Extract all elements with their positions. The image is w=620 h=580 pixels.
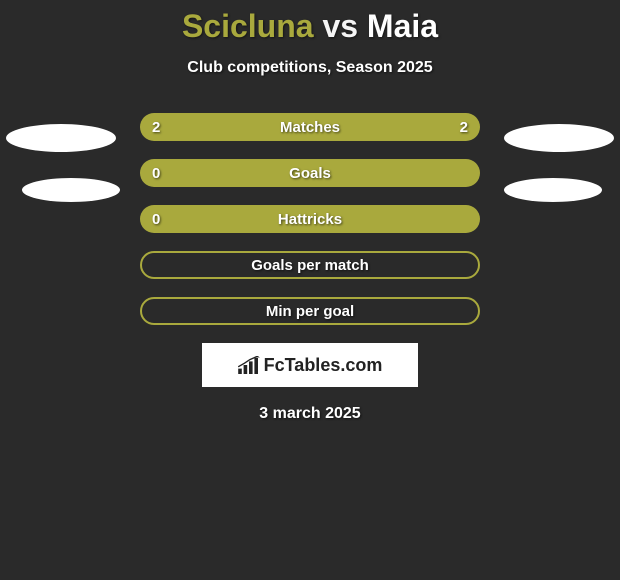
main-container: Scicluna vs Maia Club competitions, Seas… <box>0 0 620 423</box>
stat-label: Matches <box>280 119 340 136</box>
stat-value-left: 2 <box>152 119 160 136</box>
subtitle: Club competitions, Season 2025 <box>0 59 620 77</box>
logo-label: FcTables.com <box>264 355 383 376</box>
player1-avatar-ellipse-top <box>6 124 116 152</box>
stat-row: 0 Goals <box>140 159 480 187</box>
stat-bar: 0 Hattricks <box>140 205 480 233</box>
stat-row: Goals per match <box>140 251 480 279</box>
stat-bar: Min per goal <box>140 297 480 325</box>
stat-row: Min per goal <box>140 297 480 325</box>
stat-label: Min per goal <box>266 303 354 320</box>
player2-name: Maia <box>367 8 438 44</box>
logo-text: FcTables.com <box>238 355 383 376</box>
stat-label: Goals <box>289 165 331 182</box>
stat-value-left: 0 <box>152 211 160 228</box>
stat-row: 0 Hattricks <box>140 205 480 233</box>
stat-bar: 0 Goals <box>140 159 480 187</box>
stat-row: 2 Matches 2 <box>140 113 480 141</box>
stat-value-left: 0 <box>152 165 160 182</box>
player1-name: Scicluna <box>182 8 314 44</box>
logo-box: FcTables.com <box>202 343 418 387</box>
stat-bar: 2 Matches 2 <box>140 113 480 141</box>
player2-avatar-ellipse-top <box>504 124 614 152</box>
stat-value-right: 2 <box>460 119 468 136</box>
date-label: 3 march 2025 <box>0 405 620 423</box>
stat-label: Hattricks <box>278 211 342 228</box>
vs-text: vs <box>322 8 358 44</box>
player2-avatar-ellipse-bottom <box>504 178 602 202</box>
comparison-title: Scicluna vs Maia <box>0 8 620 45</box>
chart-icon <box>238 356 260 374</box>
stat-label: Goals per match <box>251 257 369 274</box>
stat-bar: Goals per match <box>140 251 480 279</box>
player1-avatar-ellipse-bottom <box>22 178 120 202</box>
